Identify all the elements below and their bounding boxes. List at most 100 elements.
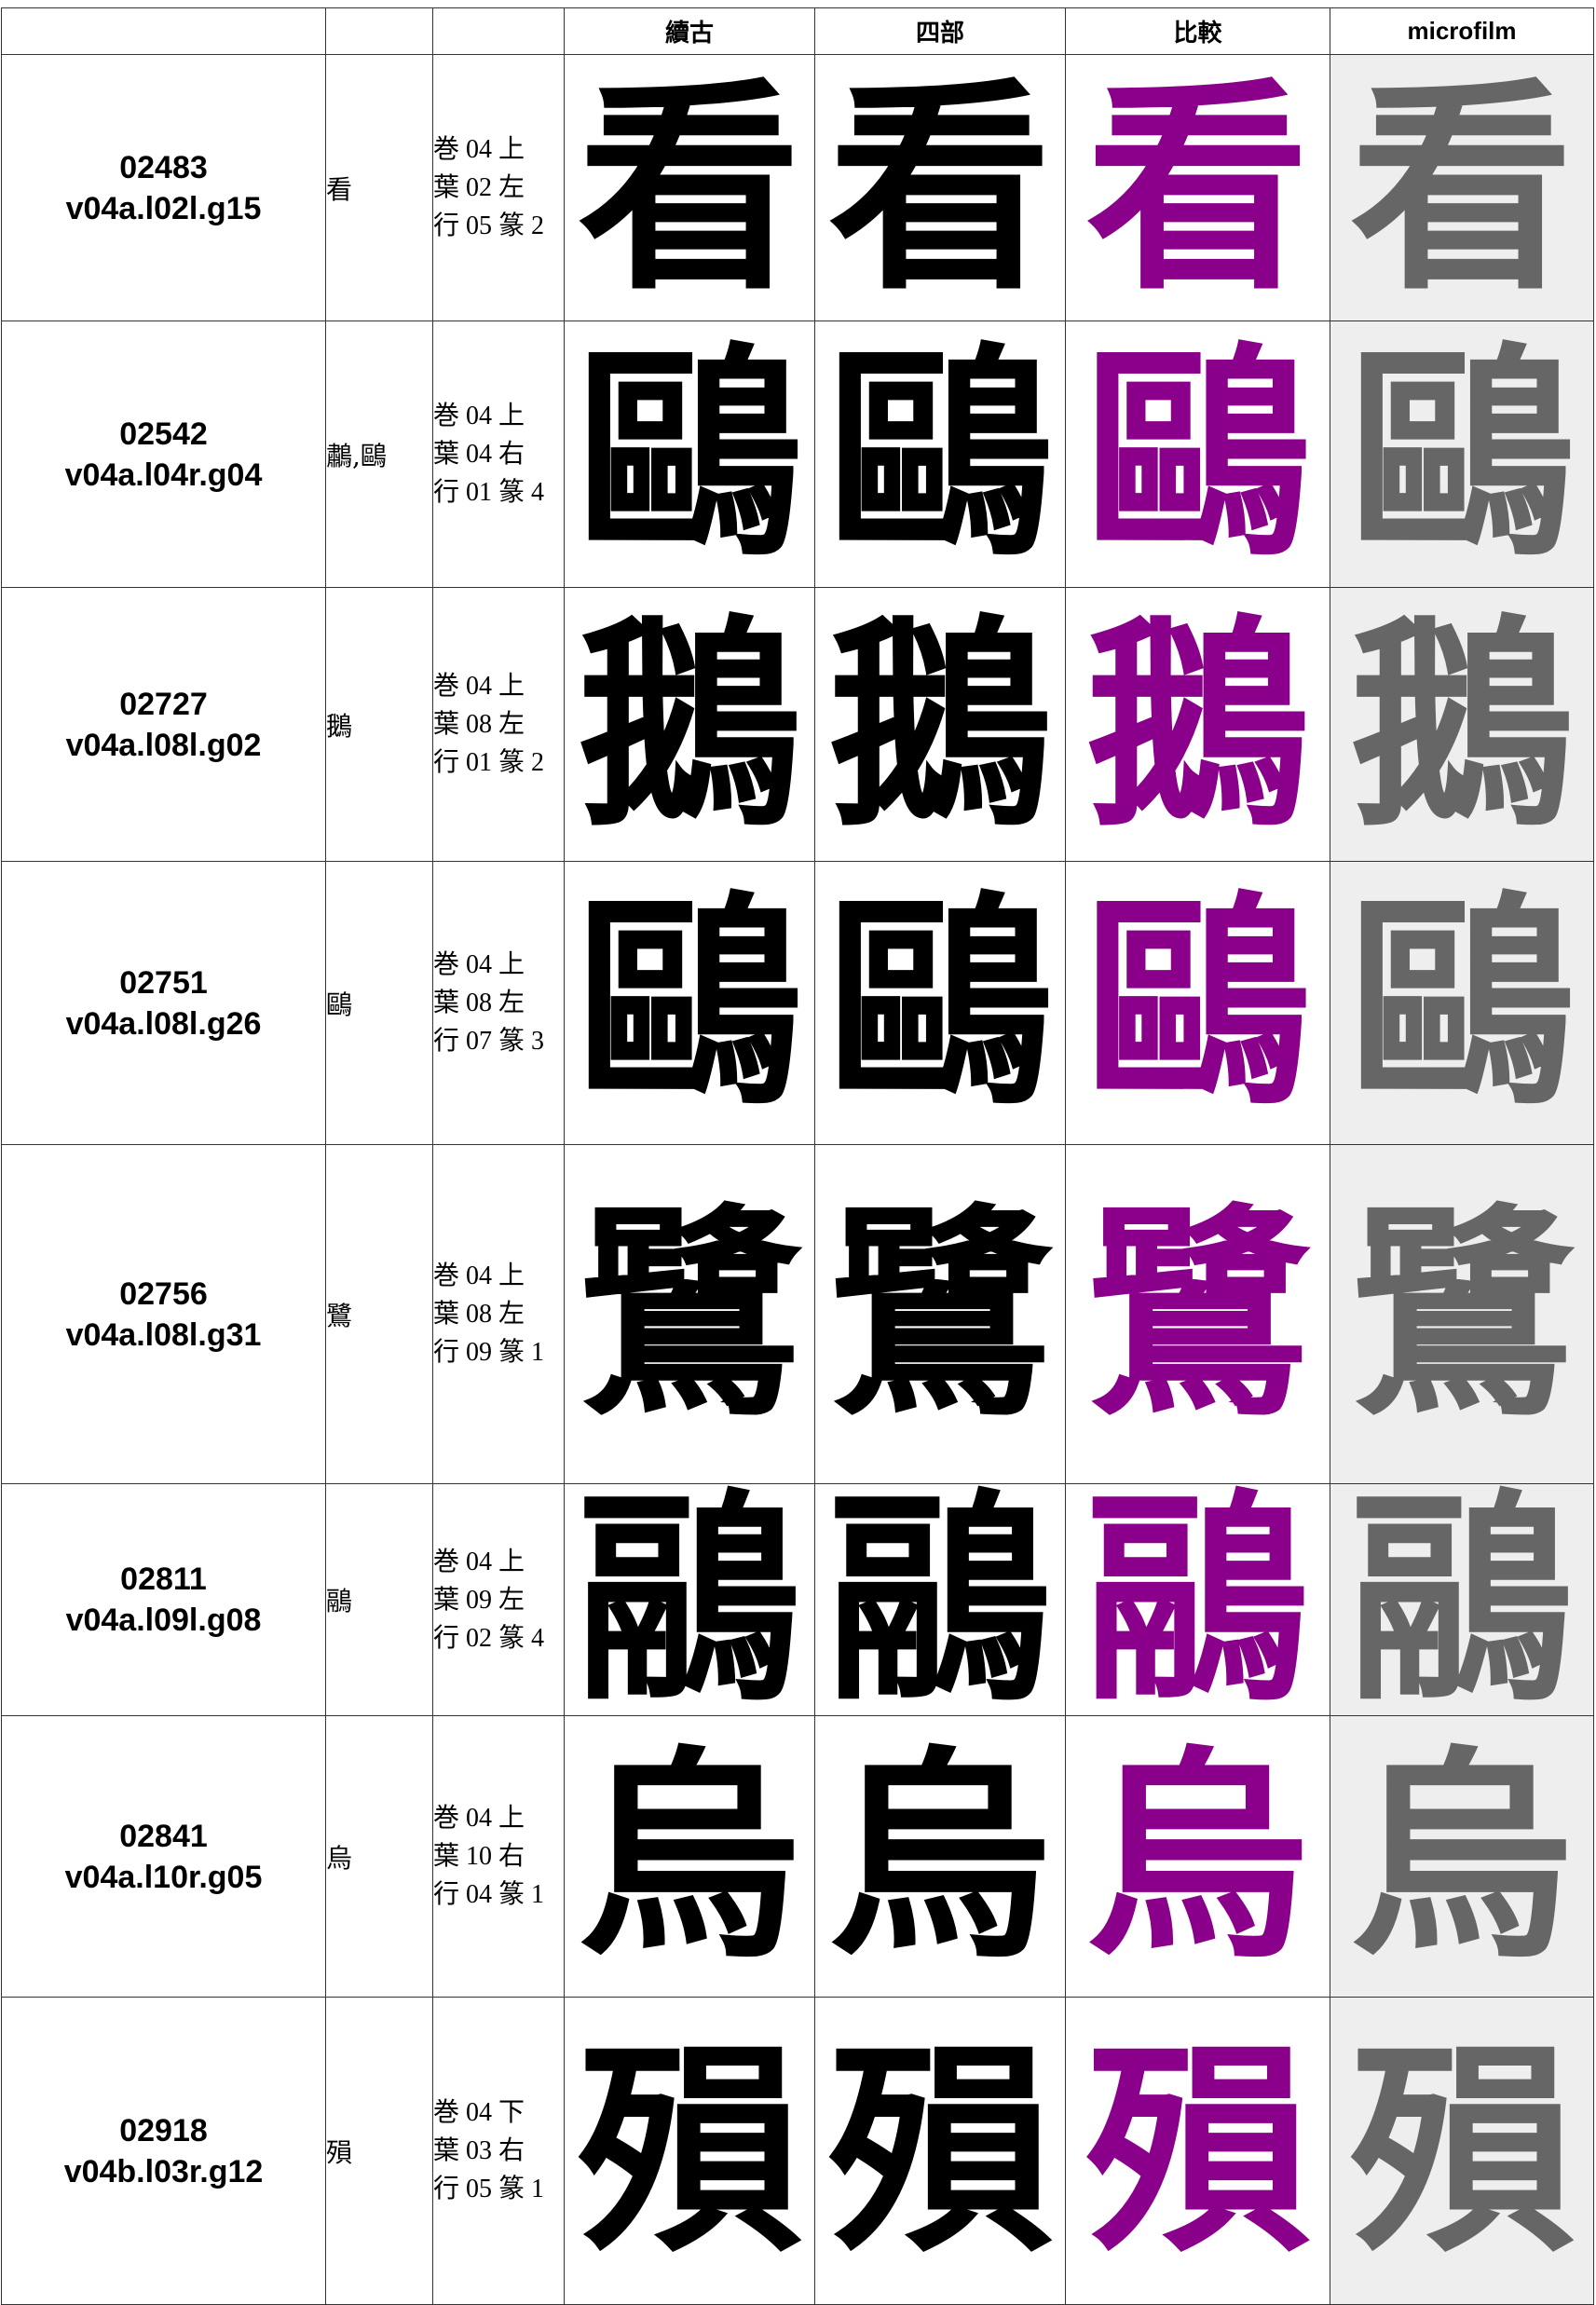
glyph-image: 烏	[1330, 1715, 1594, 1998]
glyph-image-char: 看	[1349, 56, 1574, 320]
id-cell: 02918 v04b.l03r.g12	[1, 1997, 326, 2305]
glyph-image: 殞	[814, 1997, 1066, 2305]
header-cell	[1, 7, 326, 55]
glyph-id: 02756	[119, 1275, 208, 1312]
glyph-image: 看	[1065, 54, 1330, 321]
glyph-image: 鵝	[1330, 587, 1594, 862]
glyph-image: 鷗	[1330, 861, 1594, 1145]
glyph-image: 鷺	[564, 1144, 815, 1484]
glyph-image: 烏	[814, 1715, 1066, 1998]
location-line: 葉 03 右	[433, 2136, 525, 2165]
glyph-image-char: 殞	[577, 2019, 801, 2283]
char-cell: 殞	[325, 1997, 433, 2305]
glyph-image: 鷗	[564, 861, 815, 1145]
location-line: 行 05 篆 1	[433, 2175, 545, 2203]
location-cell: 巻 04 上葉 10 右行 04 篆 1	[432, 1715, 565, 1998]
glyph-id: 02483	[119, 149, 208, 185]
id-cell: 02542 v04a.l04r.g04	[1, 321, 326, 588]
glyph-code: v04a.l04r.g04	[64, 457, 263, 493]
header-cell: 四部	[814, 7, 1066, 55]
char-cell: 鵝	[325, 587, 433, 862]
glyph-image-char: 鵝	[577, 593, 801, 856]
header-cell: 比較	[1065, 7, 1330, 55]
glyph-code: v04a.l02l.g15	[65, 190, 262, 226]
header-cell: 續古	[564, 7, 815, 55]
char-cell: 鷗	[325, 861, 433, 1145]
glyph-image: 鷺	[1065, 1144, 1330, 1484]
glyph-code: v04b.l03r.g12	[63, 2153, 264, 2189]
glyph-image: 看	[1330, 54, 1594, 321]
glyph-image-char: 烏	[827, 1725, 1052, 1988]
glyph-image: 鵝	[564, 587, 815, 862]
location-line: 行 07 篆 3	[433, 1027, 545, 1056]
location-cell: 巻 04 上葉 09 左行 02 篆 4	[432, 1483, 565, 1716]
location-line: 行 01 篆 2	[433, 748, 545, 777]
glyph-image: 鷗	[814, 861, 1066, 1145]
row: 02542 v04a.l04r.g04 鷫,鷗巻 04 上葉 04 右行 01 篆 …	[1, 321, 1594, 588]
glyph-image: 鷊	[1330, 1483, 1594, 1716]
glyph-image-char: 鷺	[827, 1182, 1052, 1446]
location-cell: 巻 04 上葉 08 左行 07 篆 3	[432, 861, 565, 1145]
glyph-image-char: 鷊	[577, 1483, 801, 1716]
glyph-image-char: 鷗	[577, 322, 801, 586]
id-cell: 02811 v04a.l09l.g08	[1, 1483, 326, 1716]
id-cell: 02841 v04a.l10r.g05	[1, 1715, 326, 1998]
glyph-image: 鵝	[1065, 587, 1330, 862]
glyph-image: 鷗	[564, 321, 815, 588]
glyph-image: 鷊	[814, 1483, 1066, 1716]
glyph-image: 鷺	[1330, 1144, 1594, 1484]
glyph-image-char: 鵝	[1085, 593, 1310, 856]
location-cell: 巻 04 上葉 08 左行 09 篆 1	[432, 1144, 565, 1484]
glyph-image-char: 鷺	[1085, 1182, 1310, 1446]
location-line: 巻 04 上	[433, 1547, 525, 1576]
glyph-image: 鵝	[814, 587, 1066, 862]
glyph-image-char: 鷊	[1349, 1483, 1574, 1716]
glyph-code: v04a.l10r.g05	[64, 1859, 263, 1895]
glyph-id: 02751	[119, 964, 208, 1001]
id-cell: 02751 v04a.l08l.g26	[1, 861, 326, 1145]
glyph-image-char: 鷗	[1085, 871, 1310, 1135]
glyph-image-char: 烏	[1085, 1725, 1310, 1988]
location-line: 巻 04 上	[433, 1262, 525, 1290]
location-line: 葉 04 右	[433, 440, 525, 469]
glyph-image-char: 鵝	[827, 593, 1052, 856]
glyph-image-char: 鷗	[827, 322, 1052, 586]
glyph-image-char: 鷗	[1349, 871, 1574, 1135]
glyph-image: 鷊	[1065, 1483, 1330, 1716]
id-cell: 02727 v04a.l08l.g02	[1, 587, 326, 862]
location-cell: 巻 04 上葉 04 右行 01 篆 4	[432, 321, 565, 588]
char-cell: 烏	[325, 1715, 433, 1998]
glyph-image: 殞	[1330, 1997, 1594, 2305]
glyph-id: 02727	[119, 686, 208, 722]
glyph-image-char: 看	[577, 56, 801, 320]
glyph-image: 烏	[1065, 1715, 1330, 1998]
location-line: 葉 08 左	[433, 1300, 525, 1329]
glyph-image-char: 看	[1085, 56, 1310, 320]
glyph-code: v04a.l09l.g08	[65, 1603, 262, 1638]
header-cell: microfilm	[1330, 7, 1594, 55]
glyph-image-char: 烏	[577, 1725, 801, 1988]
comparison-table: 續古 四部 比較 microfilm 02483 v04a.l02l.g15 看巻 04 …	[1, 7, 1594, 2305]
char-cell: 鷊	[325, 1483, 433, 1716]
glyph-image-char: 鷊	[827, 1483, 1052, 1716]
location-cell: 巻 04 上葉 08 左行 01 篆 2	[432, 587, 565, 862]
location-cell: 巻 04 下葉 03 右行 05 篆 1	[432, 1997, 565, 2305]
location-line: 葉 02 左	[433, 173, 525, 202]
location-line: 行 02 篆 4	[433, 1623, 545, 1653]
location-line: 葉 08 左	[433, 989, 525, 1017]
header-cell	[432, 7, 565, 55]
glyph-image-char: 殞	[1085, 2019, 1310, 2283]
location-line: 葉 08 左	[433, 710, 525, 739]
location-line: 巻 04 上	[433, 135, 525, 164]
glyph-image: 鷊	[564, 1483, 815, 1716]
glyph-image-char: 殞	[827, 2019, 1052, 2283]
glyph-id: 02811	[120, 1562, 207, 1597]
glyph-image: 看	[564, 54, 815, 321]
glyph-image-char: 殞	[1349, 2019, 1574, 2283]
glyph-image-char: 鷗	[1085, 322, 1310, 586]
location-line: 巻 04 上	[433, 402, 525, 430]
